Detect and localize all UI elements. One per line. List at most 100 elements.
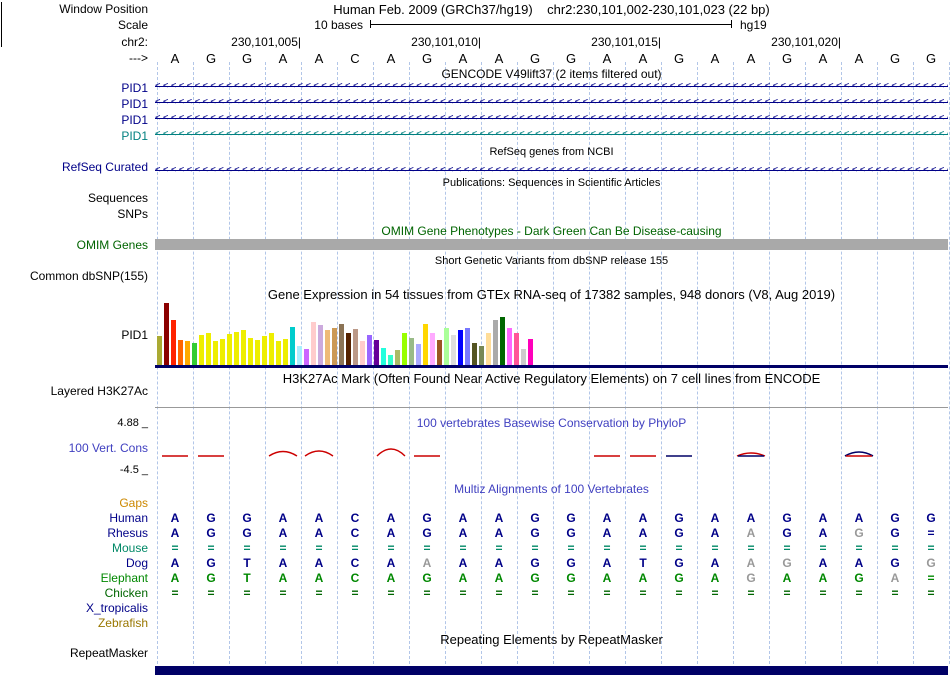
dbsnp-track-title[interactable]: Short Genetic Variants from dbSNP releas… <box>434 255 669 267</box>
alignment-row-x-tropicalis[interactable] <box>155 601 948 616</box>
alignment-base: A <box>638 511 648 525</box>
alignment-base: G <box>206 511 216 525</box>
phylop-conservation-wiggle[interactable] <box>155 420 948 472</box>
alignment-base: = <box>567 586 575 600</box>
track-label-pid1[interactable]: PID1 <box>121 328 148 342</box>
alignment-base: = <box>819 541 827 555</box>
phylop-mark <box>736 452 766 457</box>
refseq-track-title[interactable]: RefSeq genes from NCBI <box>489 146 614 158</box>
multiz-track-title[interactable]: Multiz Alignments of 100 Vertebrates <box>454 482 649 496</box>
gtex-expression-chart[interactable] <box>155 301 948 365</box>
alignment-row-elephant[interactable]: A G T A A C A G A A G G A A G A G A A G A = <box>155 571 948 586</box>
omim-track-title[interactable]: OMIM Gene Phenotypes - Dark Green Can Be… <box>381 224 722 238</box>
gtex-bar <box>360 341 365 365</box>
alignment-base: G <box>746 571 756 585</box>
gtex-bar <box>164 303 169 365</box>
alignment-base: = <box>855 586 863 600</box>
omim-track-bar[interactable] <box>155 239 948 250</box>
publications-track-title[interactable]: Publications: Sequences in Scientific Ar… <box>442 177 661 189</box>
gencode-track-title[interactable]: GENCODE V49lift37 (2 items filtered out) <box>441 67 662 81</box>
alignment-base: = <box>927 571 935 585</box>
gtex-bar <box>171 320 176 365</box>
species-label-human: Human <box>109 511 148 525</box>
gtex-bar <box>493 320 498 365</box>
track-label-pid1[interactable]: PID1 <box>121 129 148 143</box>
alignment-base: A <box>818 556 828 570</box>
alignment-base: A <box>314 571 324 585</box>
gtex-bar <box>367 335 372 365</box>
alignment-base: A <box>818 526 828 540</box>
alignment-base: = <box>531 586 539 600</box>
alignment-row-mouse[interactable]: = = = = = = = = = = = = = = = = = = = = = = <box>155 541 948 556</box>
ruler-tick: 230,101,005| <box>231 35 301 49</box>
track-label-sequences[interactable]: Sequences <box>87 191 148 205</box>
alignment-base: A <box>818 571 828 585</box>
phylop-mark <box>844 451 874 457</box>
alignment-row-chicken[interactable]: = = = = = = = = = = = = = = = = = = = = = = <box>155 586 948 601</box>
window-position-title: Human Feb. 2009 (GRCh37/hg19) chr2:230,1… <box>333 2 770 17</box>
track-label-omim-genes[interactable]: OMIM Genes <box>76 238 148 252</box>
alignment-base: T <box>243 556 251 570</box>
track-label-4-88: 4.88 _ <box>117 417 148 429</box>
base-letter: A <box>818 51 828 66</box>
gene-model-pid1-2[interactable]: <<<<<<<<<<<<<<<<<<<<<<<<<<<<<<<<<<<<<<<<… <box>155 97 948 108</box>
alignment-base: A <box>278 526 288 540</box>
alignment-base: = <box>351 586 359 600</box>
track-label-refseq-curated[interactable]: RefSeq Curated <box>61 160 148 174</box>
alignment-base: A <box>278 511 288 525</box>
alignment-base: A <box>710 556 720 570</box>
gtex-bar <box>269 333 274 365</box>
base-letter: A <box>854 51 864 66</box>
track-label-layered-h3k27ac[interactable]: Layered H3K27Ac <box>50 384 148 398</box>
gtex-bar <box>346 333 351 365</box>
track-label-repeatmasker[interactable]: RepeatMasker <box>69 646 148 660</box>
gtex-bar <box>472 343 477 365</box>
track-label-common-dbsnp-155[interactable]: Common dbSNP(155) <box>29 269 148 283</box>
gtex-bar <box>381 348 386 365</box>
alignment-base: A <box>890 571 900 585</box>
gene-model-pid1-4[interactable]: <<<<<<<<<<<<<<<<<<<<<<<<<<<<<<<<<<<<<<<<… <box>155 129 948 140</box>
base-letter: A <box>746 51 756 66</box>
alignment-row-rhesus[interactable]: A G G A A C A G A A G G A A G A A G A G G = <box>155 526 948 541</box>
gtex-track-title[interactable]: Gene Expression in 54 tissues from GTEx … <box>267 287 836 302</box>
alignment-row-zebrafish[interactable] <box>155 616 948 631</box>
gtex-bar <box>213 341 218 365</box>
h3k27ac-track-title[interactable]: H3K27Ac Mark (Often Found Near Active Re… <box>282 371 821 386</box>
base-letter: A <box>458 51 468 66</box>
alignment-row-gaps[interactable] <box>155 496 948 511</box>
h3k27ac-baseline[interactable] <box>155 407 948 408</box>
track-label-snps[interactable]: SNPs <box>117 207 148 221</box>
track-label-pid1[interactable]: PID1 <box>121 81 148 95</box>
gtex-bar <box>227 334 232 365</box>
alignment-base: = <box>603 541 611 555</box>
repeatmasker-track-title[interactable]: Repeating Elements by RepeatMasker <box>440 632 663 647</box>
gene-model-pid1-3[interactable]: <<<<<<<<<<<<<<<<<<<<<<<<<<<<<<<<<<<<<<<<… <box>155 113 948 124</box>
gtex-bar <box>507 328 512 365</box>
species-label-x-tropicalis: X_tropicalis <box>85 601 148 615</box>
base-letter: A <box>314 51 324 66</box>
alignment-base: = <box>891 541 899 555</box>
alignment-base: G <box>674 511 684 525</box>
phylop-track-title[interactable]: 100 vertebrates Basewise Conservation by… <box>416 416 687 430</box>
track-label-window-position: Window Position <box>59 2 148 16</box>
gtex-bar <box>192 343 197 365</box>
track-label-100-vert-cons[interactable]: 100 Vert. Cons <box>68 441 148 455</box>
alignment-base: = <box>171 541 179 555</box>
track-label-x: ---> <box>129 51 148 65</box>
repeatmasker-dense-bar[interactable] <box>155 666 948 675</box>
alignment-base: A <box>710 571 720 585</box>
gene-model-pid1-1[interactable]: <<<<<<<<<<<<<<<<<<<<<<<<<<<<<<<<<<<<<<<<… <box>155 81 948 92</box>
alignment-base: G <box>206 556 216 570</box>
alignment-base: G <box>566 556 576 570</box>
track-label-pid1[interactable]: PID1 <box>121 113 148 127</box>
track-label-pid1[interactable]: PID1 <box>121 97 148 111</box>
refseq-curated-gene-model[interactable]: <<<<<<<<<<<<<<<<<<<<<<<<<<<<<<<<<<<<<<<<… <box>155 165 948 176</box>
gtex-bar <box>388 355 393 365</box>
alignment-base: = <box>855 541 863 555</box>
alignment-base: C <box>350 526 360 540</box>
alignment-base: = <box>639 586 647 600</box>
alignment-base: A <box>710 526 720 540</box>
